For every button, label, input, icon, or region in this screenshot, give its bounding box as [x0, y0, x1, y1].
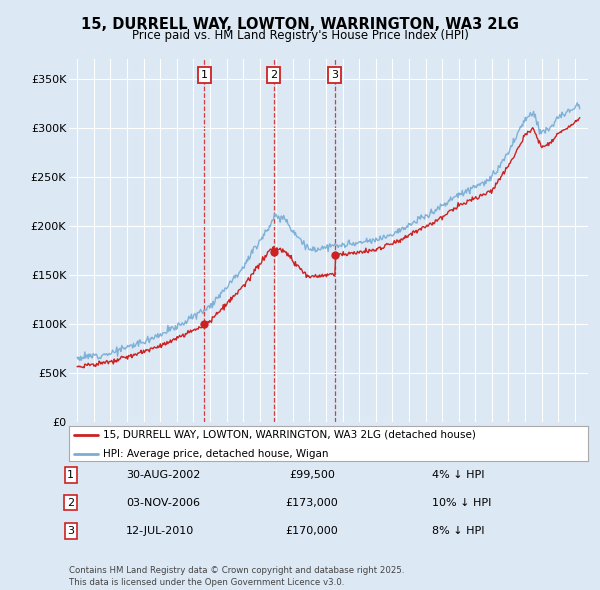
Text: 8% ↓ HPI: 8% ↓ HPI — [432, 526, 485, 536]
Text: HPI: Average price, detached house, Wigan: HPI: Average price, detached house, Wiga… — [103, 448, 328, 458]
Text: 3: 3 — [331, 70, 338, 80]
Text: 03-NOV-2006: 03-NOV-2006 — [126, 498, 200, 507]
Text: 10% ↓ HPI: 10% ↓ HPI — [432, 498, 491, 507]
Text: £173,000: £173,000 — [286, 498, 338, 507]
Text: Contains HM Land Registry data © Crown copyright and database right 2025.
This d: Contains HM Land Registry data © Crown c… — [69, 566, 404, 587]
Text: 2: 2 — [67, 498, 74, 507]
Text: 15, DURRELL WAY, LOWTON, WARRINGTON, WA3 2LG (detached house): 15, DURRELL WAY, LOWTON, WARRINGTON, WA3… — [103, 430, 476, 440]
Text: 3: 3 — [67, 526, 74, 536]
Text: 1: 1 — [201, 70, 208, 80]
Text: £99,500: £99,500 — [289, 470, 335, 480]
Text: 30-AUG-2002: 30-AUG-2002 — [126, 470, 200, 480]
Text: 4% ↓ HPI: 4% ↓ HPI — [432, 470, 485, 480]
Text: 2: 2 — [270, 70, 277, 80]
Text: 15, DURRELL WAY, LOWTON, WARRINGTON, WA3 2LG: 15, DURRELL WAY, LOWTON, WARRINGTON, WA3… — [81, 17, 519, 31]
Text: £170,000: £170,000 — [286, 526, 338, 536]
Text: 1: 1 — [67, 470, 74, 480]
Text: 12-JUL-2010: 12-JUL-2010 — [126, 526, 194, 536]
Text: Price paid vs. HM Land Registry's House Price Index (HPI): Price paid vs. HM Land Registry's House … — [131, 30, 469, 42]
